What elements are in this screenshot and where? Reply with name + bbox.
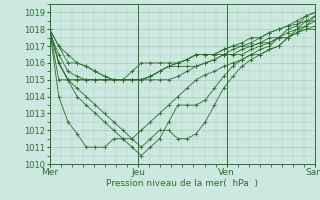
X-axis label: Pression niveau de la mer(  hPa  ): Pression niveau de la mer( hPa ) xyxy=(106,179,259,188)
